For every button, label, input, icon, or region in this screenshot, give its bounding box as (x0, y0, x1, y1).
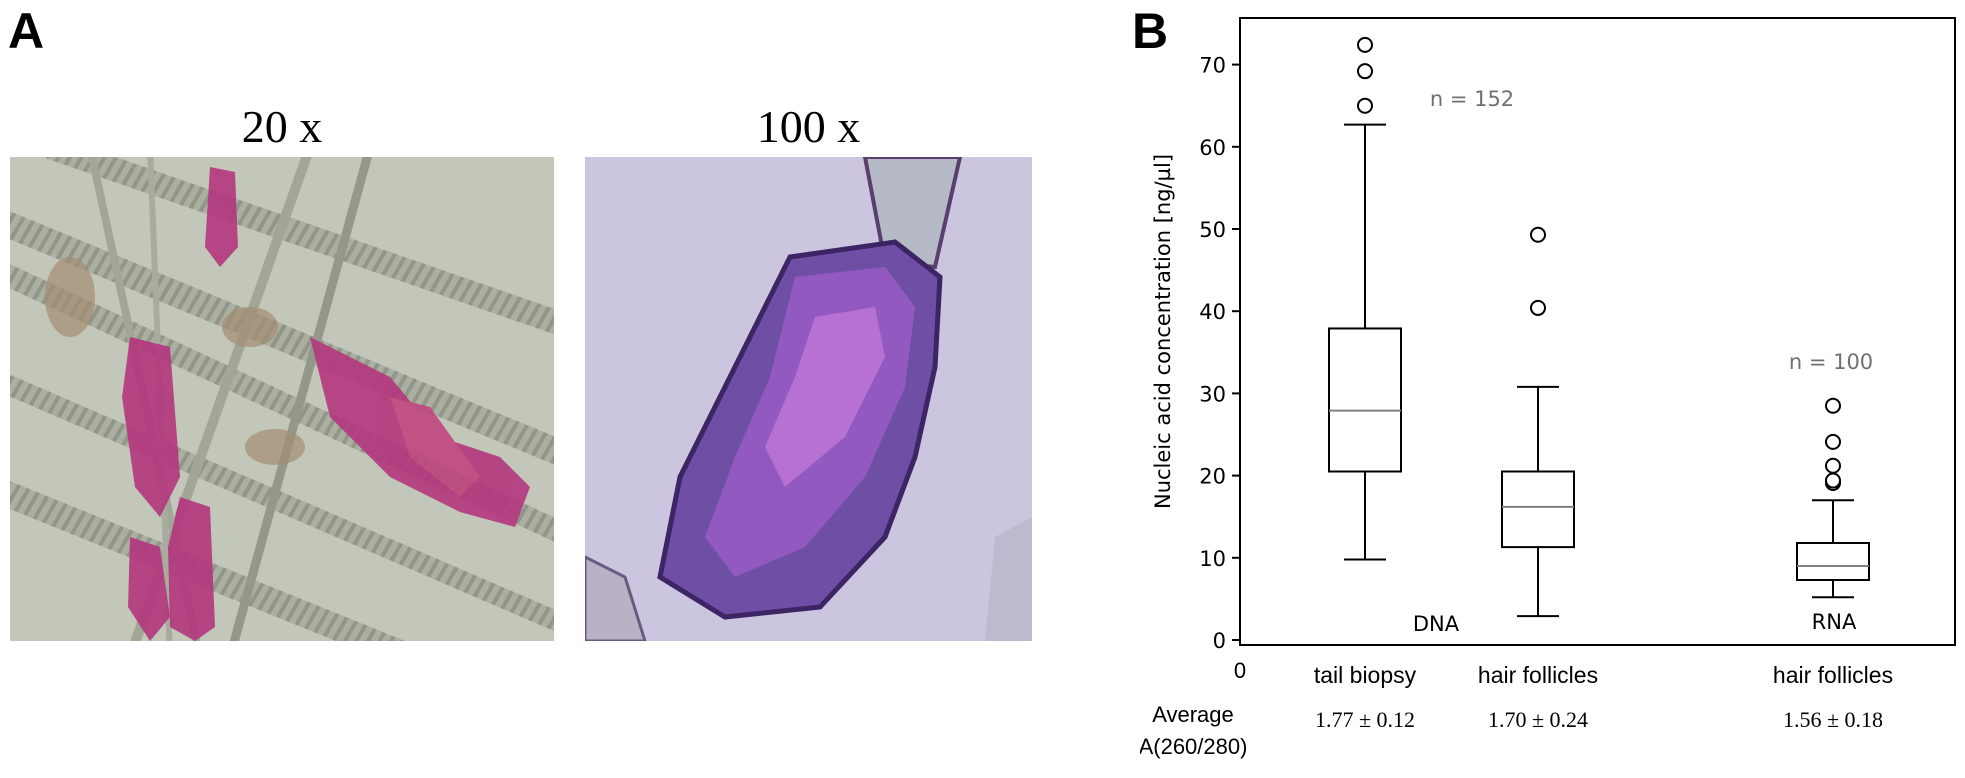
stat-row-label: Average (1152, 702, 1234, 727)
y-tick-label: 70 (1199, 54, 1226, 78)
a260-280-value: 1.77 ± 0.12 (1315, 707, 1415, 732)
iqr-box (1328, 327, 1402, 473)
panel-a-letter: A (8, 3, 45, 59)
stat-row-label: A(260/280) (1140, 734, 1247, 759)
y-axis-label: Nucleic acid concentration [ng/µl] (1151, 154, 1175, 509)
y-tick-label: 10 (1199, 547, 1226, 571)
panel-b-letter: B (1132, 3, 1169, 59)
outlier-point (1530, 299, 1546, 316)
outlier-point (1357, 36, 1373, 53)
box-plot-svg: 0 10 20 30 40 50 60 70 Nucleic acid concentratio… (1139, 17, 1956, 759)
iqr-box (1501, 470, 1575, 549)
outlier-point (1825, 457, 1841, 474)
a260-280-value: 1.56 ± 0.18 (1783, 707, 1883, 732)
a260-280-value: 1.70 ± 0.24 (1488, 707, 1588, 732)
micrograph-20x (10, 157, 554, 641)
x-category-label: hair follicles (1478, 662, 1598, 688)
x-category-label: tail biopsy (1314, 662, 1417, 688)
outlier-point (1357, 63, 1373, 80)
outlier-point (1825, 472, 1841, 489)
outlier-point (1825, 433, 1841, 450)
y-tick-label: 30 (1199, 382, 1226, 406)
y-tick-label: 40 (1199, 300, 1226, 324)
n-label-dna: n = 152 (1430, 87, 1514, 111)
y-tick-label: 20 (1199, 465, 1226, 489)
plot-frame (1239, 17, 1956, 646)
outlier-point (1825, 397, 1841, 414)
outlier-point (1357, 97, 1373, 114)
x-category-label: hair follicles (1773, 662, 1893, 688)
magnification-100x-label: 100 x (756, 101, 861, 152)
y-tick-label: 0 (1213, 629, 1226, 653)
n-label-rna: n = 100 (1789, 350, 1873, 374)
x-origin-label: 0 (1234, 658, 1246, 683)
group-label-rna: RNA (1812, 610, 1857, 634)
magnification-20x-label: 20 x (241, 101, 323, 152)
outlier-point (1530, 226, 1546, 243)
y-tick-label: 60 (1199, 136, 1226, 160)
iqr-box (1796, 542, 1870, 581)
y-tick-label: 50 (1199, 218, 1226, 242)
box-plot-chart: 0 10 20 30 40 50 60 70 Nucleic acid concentratio… (1139, 0, 1965, 774)
micrograph-100x (585, 157, 1032, 641)
group-label-dna: DNA (1413, 612, 1460, 636)
